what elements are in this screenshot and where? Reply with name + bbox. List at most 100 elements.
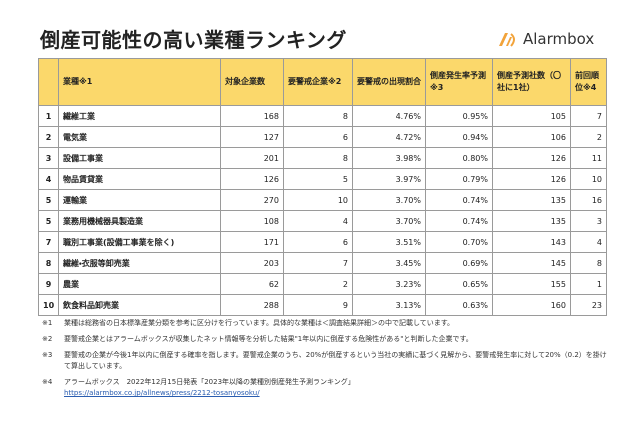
table-cell: 3 <box>570 210 607 232</box>
footnote-text: 要警戒企業とはアラームボックスが収集したネット情報等を分析した結果"1年以内に倒… <box>64 335 473 343</box>
footnote-mark: ※2 <box>42 335 53 343</box>
table-cell: 8 <box>283 147 353 169</box>
table-cell: 160 <box>492 294 571 316</box>
table-cell: 0.94% <box>425 126 493 148</box>
footnote-body: 要警戒の企業が今後1年以内に倒産する確率を指します。要警戒企業のうち、20%が倒… <box>64 350 612 372</box>
table-row: 10 飲食料品卸売業 288 9 3.13% 0.63% 160 23 <box>38 294 607 316</box>
table-cell: 3.13% <box>352 294 426 316</box>
table-cell: 2 <box>570 126 607 148</box>
table-cell: 4.76% <box>352 105 426 127</box>
table-cell: 168 <box>220 105 284 127</box>
table-row: 8 繊維・衣服等卸売業 203 7 3.45% 0.69% 145 8 <box>38 252 607 274</box>
footnote-body: アラームボックス 2022年12月15日発表「2023年以降の業種別倒産発生予測… <box>64 377 355 399</box>
table-cell: 3.70% <box>352 189 426 211</box>
table-cell: 5 <box>38 210 59 232</box>
title: 倒産可能性の高い業種ランキング <box>40 28 347 52</box>
table-cell: 7 <box>570 105 607 127</box>
table-cell: 1 <box>38 105 59 127</box>
column-header: 要警戒企業※2 <box>283 58 353 106</box>
table-cell: 農業 <box>58 273 221 295</box>
table-cell: 0.69% <box>425 252 493 274</box>
table-cell: 9 <box>38 273 59 295</box>
table-cell: 4 <box>283 210 353 232</box>
table-cell: 3.98% <box>352 147 426 169</box>
table-cell: 6 <box>283 126 353 148</box>
table-cell: 201 <box>220 147 284 169</box>
table-cell: 2 <box>38 126 59 148</box>
table-cell: 105 <box>492 105 571 127</box>
column-header: 倒産発生率予測※3 <box>425 58 493 106</box>
table-row: 4 物品賃貸業 126 5 3.97% 0.79% 126 10 <box>38 168 607 190</box>
column-header: 要警戒の出現割合 <box>352 58 426 106</box>
table-cell: 0.95% <box>425 105 493 127</box>
table-cell: 3.45% <box>352 252 426 274</box>
table-cell: 155 <box>492 273 571 295</box>
table-row: 9 農業 62 2 3.23% 0.65% 155 1 <box>38 273 607 295</box>
table-row: 2 電気業 127 6 4.72% 0.94% 106 2 <box>38 126 607 148</box>
table-cell: 3.23% <box>352 273 426 295</box>
table-cell: 3 <box>38 147 59 169</box>
table-cell: 7 <box>38 231 59 253</box>
table-cell: 繊維・衣服等卸売業 <box>58 252 221 274</box>
table-cell: 126 <box>492 147 571 169</box>
table-cell: 1 <box>570 273 607 295</box>
column-header: 前回順位※4 <box>570 58 607 106</box>
table-cell: 171 <box>220 231 284 253</box>
table-cell: 0.65% <box>425 273 493 295</box>
table-cell: 127 <box>220 126 284 148</box>
table-cell: 288 <box>220 294 284 316</box>
table-cell: 3.51% <box>352 231 426 253</box>
table-row: 3 設備工事業 201 8 3.98% 0.80% 126 11 <box>38 147 607 169</box>
brand-name: Alarmbox <box>523 30 595 48</box>
brand-logo: Alarmbox <box>497 30 594 48</box>
logo-icon <box>499 33 515 47</box>
table-cell: 6 <box>283 231 353 253</box>
footnote-mark: ※1 <box>42 319 53 327</box>
table-cell: 電気業 <box>58 126 221 148</box>
table-cell: 職別工事業(設備工事業を除く) <box>58 231 221 253</box>
table-cell: 4 <box>570 231 607 253</box>
table-cell: 3.97% <box>352 168 426 190</box>
table-cell: 運輸業 <box>58 189 221 211</box>
table-cell: 飲食料品卸売業 <box>58 294 221 316</box>
table-cell: 業務用機械器具製造業 <box>58 210 221 232</box>
table-cell: 8 <box>283 105 353 127</box>
table-cell: 0.79% <box>425 168 493 190</box>
table-cell: 3.70% <box>352 210 426 232</box>
table-cell: 4 <box>38 168 59 190</box>
table-cell: 0.74% <box>425 210 493 232</box>
column-header: 倒産予測社数（〇社に1社） <box>492 58 571 106</box>
table-cell: 設備工事業 <box>58 147 221 169</box>
footnote-body: 要警戒企業とはアラームボックスが収集したネット情報等を分析した結果"1年以内に倒… <box>64 334 473 345</box>
table-cell: 135 <box>492 210 571 232</box>
table-cell: 10 <box>38 294 59 316</box>
table-cell: 106 <box>492 126 571 148</box>
column-header <box>38 58 59 106</box>
footnote-mark: ※4 <box>42 378 53 386</box>
table-cell: 11 <box>570 147 607 169</box>
table-cell: 10 <box>283 189 353 211</box>
footnote: ※1 業種は総務省の日本標準産業分類を参考に区分けを行っています。具体的な業種は＜… <box>42 318 612 329</box>
table-cell: 203 <box>220 252 284 274</box>
footnote-url: https://alarmbox.co.jp/allnews/press/221… <box>64 389 260 397</box>
footnote: ※2 要警戒企業とはアラームボックスが収集したネット情報等を分析した結果"1年以内… <box>42 334 612 345</box>
table-row: 5 業務用機械器具製造業 108 4 3.70% 0.74% 135 3 <box>38 210 607 232</box>
table-row: 5 運輸業 270 10 3.70% 0.74% 135 16 <box>38 189 607 211</box>
table-cell: 23 <box>570 294 607 316</box>
footnotes: ※1 業種は総務省の日本標準産業分類を参考に区分けを行っています。具体的な業種は＜… <box>42 318 612 404</box>
table-cell: 5 <box>38 189 59 211</box>
table-cell: 143 <box>492 231 571 253</box>
table-row: 7 職別工事業(設備工事業を除く) 171 6 3.51% 0.70% 143 4 <box>38 231 607 253</box>
table-cell: 10 <box>570 168 607 190</box>
table-cell: 0.74% <box>425 189 493 211</box>
table-cell: 126 <box>220 168 284 190</box>
table-cell: 物品賃貸業 <box>58 168 221 190</box>
table-cell: 0.63% <box>425 294 493 316</box>
table-cell: 108 <box>220 210 284 232</box>
table-cell: 0.70% <box>425 231 493 253</box>
table-cell: 9 <box>283 294 353 316</box>
footnote: ※3 要警戒の企業が今後1年以内に倒産する確率を指します。要警戒企業のうち、20%… <box>42 350 612 372</box>
ranking-table: 業種※1 対象企業数 要警戒企業※2 要警戒の出現割合 倒産発生率予測※3 倒産予測社数（… <box>38 58 607 316</box>
table-cell: 126 <box>492 168 571 190</box>
